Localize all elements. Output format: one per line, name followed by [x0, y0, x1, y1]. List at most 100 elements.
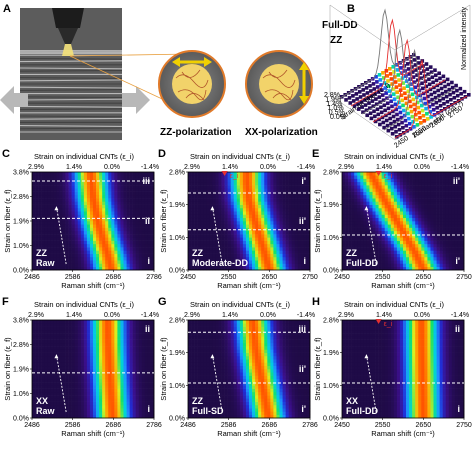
- heatmap-cell: [123, 401, 127, 406]
- heatmap-cell: [120, 247, 124, 251]
- heatmap-cell: [276, 234, 280, 238]
- heatmap-cell: [218, 221, 222, 225]
- heatmap-cell: [102, 181, 106, 186]
- heatmap-cell: [80, 217, 85, 222]
- heatmap-cell: [32, 188, 36, 192]
- heatmap-cell: [348, 221, 352, 225]
- heatmap-cell: [68, 263, 72, 268]
- heatmap-cell: [32, 175, 36, 179]
- sample-name: Raw: [36, 406, 56, 416]
- heatmap-cell: [258, 263, 262, 268]
- panel-b-y-tick: 0.0%: [330, 114, 346, 121]
- heatmap-cell: [291, 185, 296, 189]
- heatmap-cell: [415, 172, 419, 176]
- heatmap-cell: [390, 217, 395, 222]
- heatmap-cell: [294, 204, 299, 209]
- heatmap-cell: [35, 175, 39, 179]
- heatmap-cell: [99, 227, 103, 232]
- heatmap-cell: [74, 336, 79, 340]
- heatmap-cell: [427, 230, 431, 235]
- heatmap-cell: [194, 240, 198, 245]
- heatmap-cell: [460, 224, 465, 228]
- heatmap-cell: [96, 349, 100, 353]
- heatmap-cell: [215, 247, 219, 251]
- heatmap-cell: [191, 204, 195, 209]
- heatmap-cell: [132, 185, 136, 189]
- heatmap-cell: [239, 201, 244, 205]
- heatmap-cell: [372, 227, 376, 232]
- heatmap-cell: [71, 391, 75, 396]
- heatmap-cell: [71, 224, 75, 228]
- heatmap-cell: [390, 253, 395, 258]
- heatmap-cell: [83, 385, 88, 389]
- heatmap-cell: [138, 372, 143, 376]
- heatmap-cell: [86, 247, 91, 251]
- heatmap-cell: [285, 207, 289, 212]
- heatmap-cell: [32, 253, 36, 258]
- heatmap-cell: [62, 227, 66, 232]
- heatmap-cell: [439, 194, 443, 199]
- heatmap-cell: [150, 204, 155, 209]
- heatmap-cell: [68, 240, 72, 245]
- heatmap-cell: [418, 266, 422, 271]
- heatmap-cell: [32, 336, 36, 340]
- heatmap-cell: [102, 260, 106, 264]
- heatmap-cell: [71, 336, 75, 340]
- heatmap-cell: [123, 172, 127, 176]
- heatmap-cell: [433, 217, 437, 222]
- heatmap-cell: [144, 346, 149, 350]
- heatmap-cell: [378, 263, 382, 268]
- heatmap-cell: [144, 388, 149, 393]
- heatmap-cell: [71, 326, 75, 331]
- heatmap-cell: [135, 172, 140, 176]
- heatmap-cell: [363, 211, 367, 215]
- heatmap-cell: [93, 230, 97, 235]
- heatmap-cell: [86, 191, 91, 196]
- heatmap-cell: [74, 359, 79, 363]
- heatmap-cell: [147, 263, 152, 268]
- heatmap-cell: [44, 221, 48, 225]
- heatmap-cell: [384, 260, 389, 264]
- heatmap-cell: [297, 263, 302, 268]
- heatmap-cell: [93, 253, 97, 258]
- heatmap-cell: [221, 175, 225, 179]
- heatmap-cell: [236, 217, 241, 222]
- heatmap-cell: [421, 217, 425, 222]
- heatmap-cell: [56, 375, 60, 380]
- heatmap-cell: [93, 404, 97, 409]
- heatmap-cell: [96, 266, 100, 271]
- heatmap-cell: [448, 185, 453, 189]
- heatmap-cell: [399, 266, 404, 271]
- heatmap-cell: [74, 260, 79, 264]
- heatmap-cell: [236, 194, 241, 199]
- heatmap-cell: [303, 266, 308, 271]
- heatmap-cell: [297, 243, 302, 248]
- heatmap-cell: [132, 194, 136, 199]
- heatmap-cell: [264, 263, 268, 268]
- heatmap-cell: [150, 250, 155, 254]
- heatmap-cell: [120, 336, 124, 340]
- heatmap-cell: [194, 178, 198, 183]
- heatmap-cell: [227, 178, 231, 183]
- heatmap-cell: [102, 382, 106, 386]
- heatmap-cell: [430, 263, 434, 268]
- heatmap-cell: [279, 227, 283, 232]
- heatmap-cell: [126, 188, 130, 192]
- heatmap-cell: [132, 247, 136, 251]
- heatmap-cell: [53, 194, 57, 199]
- heatmap-cell: [50, 188, 54, 192]
- heatmap-cell: [273, 194, 277, 199]
- heatmap-cell: [427, 240, 431, 245]
- heatmap-cell: [77, 385, 82, 389]
- heatmap-cell: [282, 243, 286, 248]
- heatmap-cell: [306, 263, 311, 268]
- heatmap-cell: [83, 329, 88, 334]
- heatmap-cell: [56, 326, 60, 331]
- heatmap-cell: [424, 172, 428, 176]
- heatmap-cell: [418, 227, 422, 232]
- heatmap-cell: [56, 333, 60, 337]
- heatmap-cell: [123, 404, 127, 409]
- heatmap-cell: [114, 329, 118, 334]
- heatmap-cell: [83, 355, 88, 360]
- heatmap-cell: [111, 320, 115, 324]
